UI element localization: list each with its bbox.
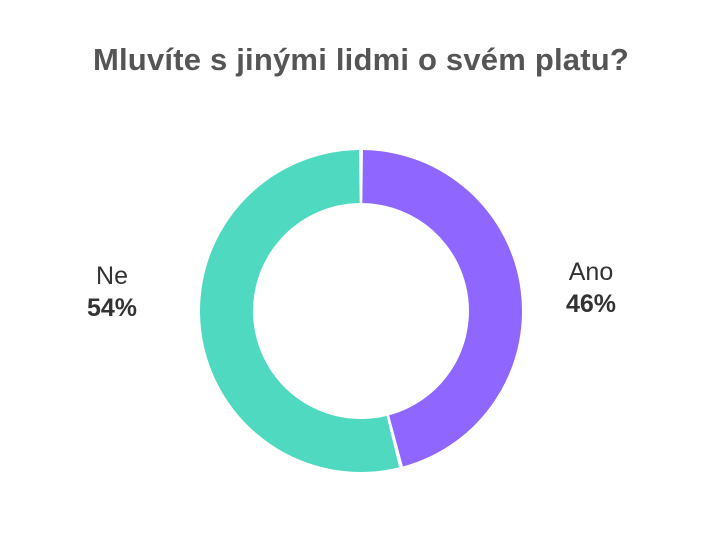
- slice-percent-ne: 54%: [86, 294, 138, 322]
- slice-percent-ano: 46%: [565, 290, 617, 318]
- slice-label-ne: Ne 54%: [52, 260, 172, 324]
- donut-slice-ne: [199, 150, 400, 472]
- slice-name-ne: Ne: [96, 262, 128, 290]
- slices-group: [199, 150, 523, 472]
- donut-slice-ano: [362, 150, 523, 467]
- slice-label-ano: Ano 46%: [531, 256, 651, 320]
- chart-title: Mluvíte s jinými lidmi o svém platu?: [92, 42, 630, 77]
- slice-name-ano: Ano: [568, 258, 614, 286]
